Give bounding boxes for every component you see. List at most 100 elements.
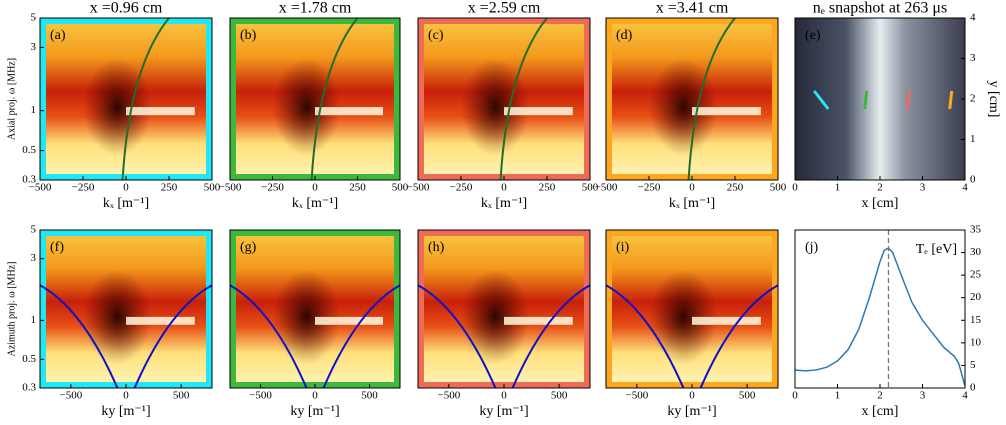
- panel-title: x =0.96 cm: [90, 0, 163, 17]
- y-tick-label: 3: [31, 41, 37, 53]
- plot-background: [795, 230, 965, 388]
- x-tick-label: 3: [920, 182, 926, 194]
- x-tick-label: 500: [582, 182, 599, 194]
- panel-title: x =3.41 cm: [656, 0, 729, 17]
- x-tick-label: 0: [689, 390, 695, 402]
- heatmap-dark-region: [461, 58, 530, 156]
- x-tick-label: −500: [595, 182, 618, 194]
- x-tick-label: −250: [638, 182, 661, 194]
- heatmap-band: [126, 107, 195, 116]
- x-tick-label: 250: [161, 182, 178, 194]
- x-tick-label: 4: [962, 390, 968, 402]
- x-tick-label: −500: [29, 182, 52, 194]
- y-tick-label: 2: [970, 93, 976, 105]
- x-tick-label: 500: [551, 390, 568, 402]
- x-axis-label: kₓ [m⁻¹]: [481, 196, 527, 211]
- panel-title: x =2.59 cm: [468, 0, 541, 17]
- heatmap-band: [504, 107, 573, 116]
- x-tick-label: 0: [501, 182, 507, 194]
- dispersion-curve: [499, 17, 548, 181]
- y-tick-label: 0: [970, 174, 976, 186]
- annotation: Tₑ [eV]: [916, 242, 957, 257]
- heatmap-dark-region: [272, 269, 341, 365]
- y-tick-label: 3: [970, 52, 976, 64]
- x-axis-label: x [cm]: [862, 196, 899, 211]
- heatmap-band: [126, 316, 195, 325]
- dispersion-curve: [121, 17, 170, 181]
- panel-label: (e): [805, 28, 821, 43]
- panel-label: (j): [805, 240, 819, 255]
- x-tick-label: 0: [501, 390, 507, 402]
- y-tick-label: 0.3: [22, 174, 36, 186]
- y-tick-label: 4: [970, 12, 976, 24]
- x-tick-label: 0: [312, 390, 318, 402]
- heatmap-dark-region: [83, 58, 152, 156]
- x-tick-label: 500: [770, 182, 787, 194]
- panel-label: (b): [240, 28, 257, 43]
- dispersion-curve: [310, 17, 359, 181]
- x-tick-label: 1: [835, 182, 841, 194]
- x-tick-label: −500: [219, 182, 242, 194]
- x-tick-label: 500: [204, 182, 221, 194]
- panel-label: (c): [428, 28, 444, 43]
- heatmap-dark-region: [649, 58, 718, 156]
- y-axis-label: Axial proj. ω [MHz]: [6, 58, 17, 140]
- y-tick-label: 35: [970, 224, 982, 236]
- y-tick-label: 1: [31, 104, 37, 116]
- x-tick-label: 2: [877, 182, 883, 194]
- x-axis-label: ky [m⁻¹]: [479, 404, 528, 419]
- heatmap-band: [692, 107, 761, 116]
- y-tick-label: 20: [970, 291, 982, 303]
- x-tick-label: −500: [438, 390, 461, 402]
- x-tick-label: 2: [877, 390, 883, 402]
- x-axis-label: ky [m⁻¹]: [101, 404, 150, 419]
- heatmap-dark-region: [649, 269, 718, 365]
- x-tick-label: 4: [962, 182, 968, 194]
- x-tick-label: −500: [626, 390, 649, 402]
- panel-label: (d): [616, 28, 633, 43]
- x-tick-label: 500: [739, 390, 756, 402]
- x-tick-label: 0: [792, 182, 798, 194]
- y-tick-label: 15: [970, 314, 982, 326]
- x-tick-label: 1: [835, 390, 841, 402]
- y-tick-label: 25: [970, 269, 982, 281]
- x-tick-label: 3: [920, 390, 926, 402]
- y-tick-label: 10: [970, 336, 982, 348]
- panel-title: nₑ snapshot at 263 μs: [813, 0, 947, 17]
- x-tick-label: 0: [123, 390, 129, 402]
- dispersion-curve: [229, 284, 401, 389]
- arrow: [863, 90, 869, 110]
- x-tick-label: −250: [72, 182, 95, 194]
- y-tick-label: 5: [31, 224, 37, 236]
- heatmap-dark-region: [461, 269, 530, 365]
- x-tick-label: −250: [261, 182, 284, 194]
- panel-label: (g): [240, 240, 257, 255]
- arrow: [813, 90, 830, 110]
- arrow: [948, 90, 954, 110]
- x-tick-label: −500: [407, 182, 430, 194]
- heatmap-band: [504, 316, 573, 325]
- x-tick-label: 500: [361, 390, 378, 402]
- y-axis-label: y [cm]: [986, 81, 1001, 118]
- x-tick-label: 0: [312, 182, 318, 194]
- y-tick-label: 5: [970, 359, 976, 371]
- x-axis-label: kₓ [m⁻¹]: [103, 196, 149, 211]
- x-tick-label: 0: [792, 390, 798, 402]
- arrow: [905, 90, 911, 110]
- x-tick-label: 500: [173, 390, 190, 402]
- te-line: [794, 247, 966, 386]
- x-axis-label: ky [m⁻¹]: [290, 404, 339, 419]
- panel-label: (i): [616, 240, 630, 255]
- heatmap-band: [315, 316, 383, 325]
- x-tick-label: 0: [689, 182, 695, 194]
- x-tick-label: −250: [450, 182, 473, 194]
- x-tick-label: 250: [349, 182, 366, 194]
- y-tick-label: 0.5: [22, 144, 36, 156]
- y-tick-label: 1: [970, 133, 976, 145]
- x-tick-label: 500: [392, 182, 409, 194]
- heatmap-dark-region: [272, 58, 341, 156]
- dispersion-curve: [687, 17, 736, 181]
- y-tick-label: 0: [970, 382, 976, 394]
- panel-label: (f): [50, 240, 64, 255]
